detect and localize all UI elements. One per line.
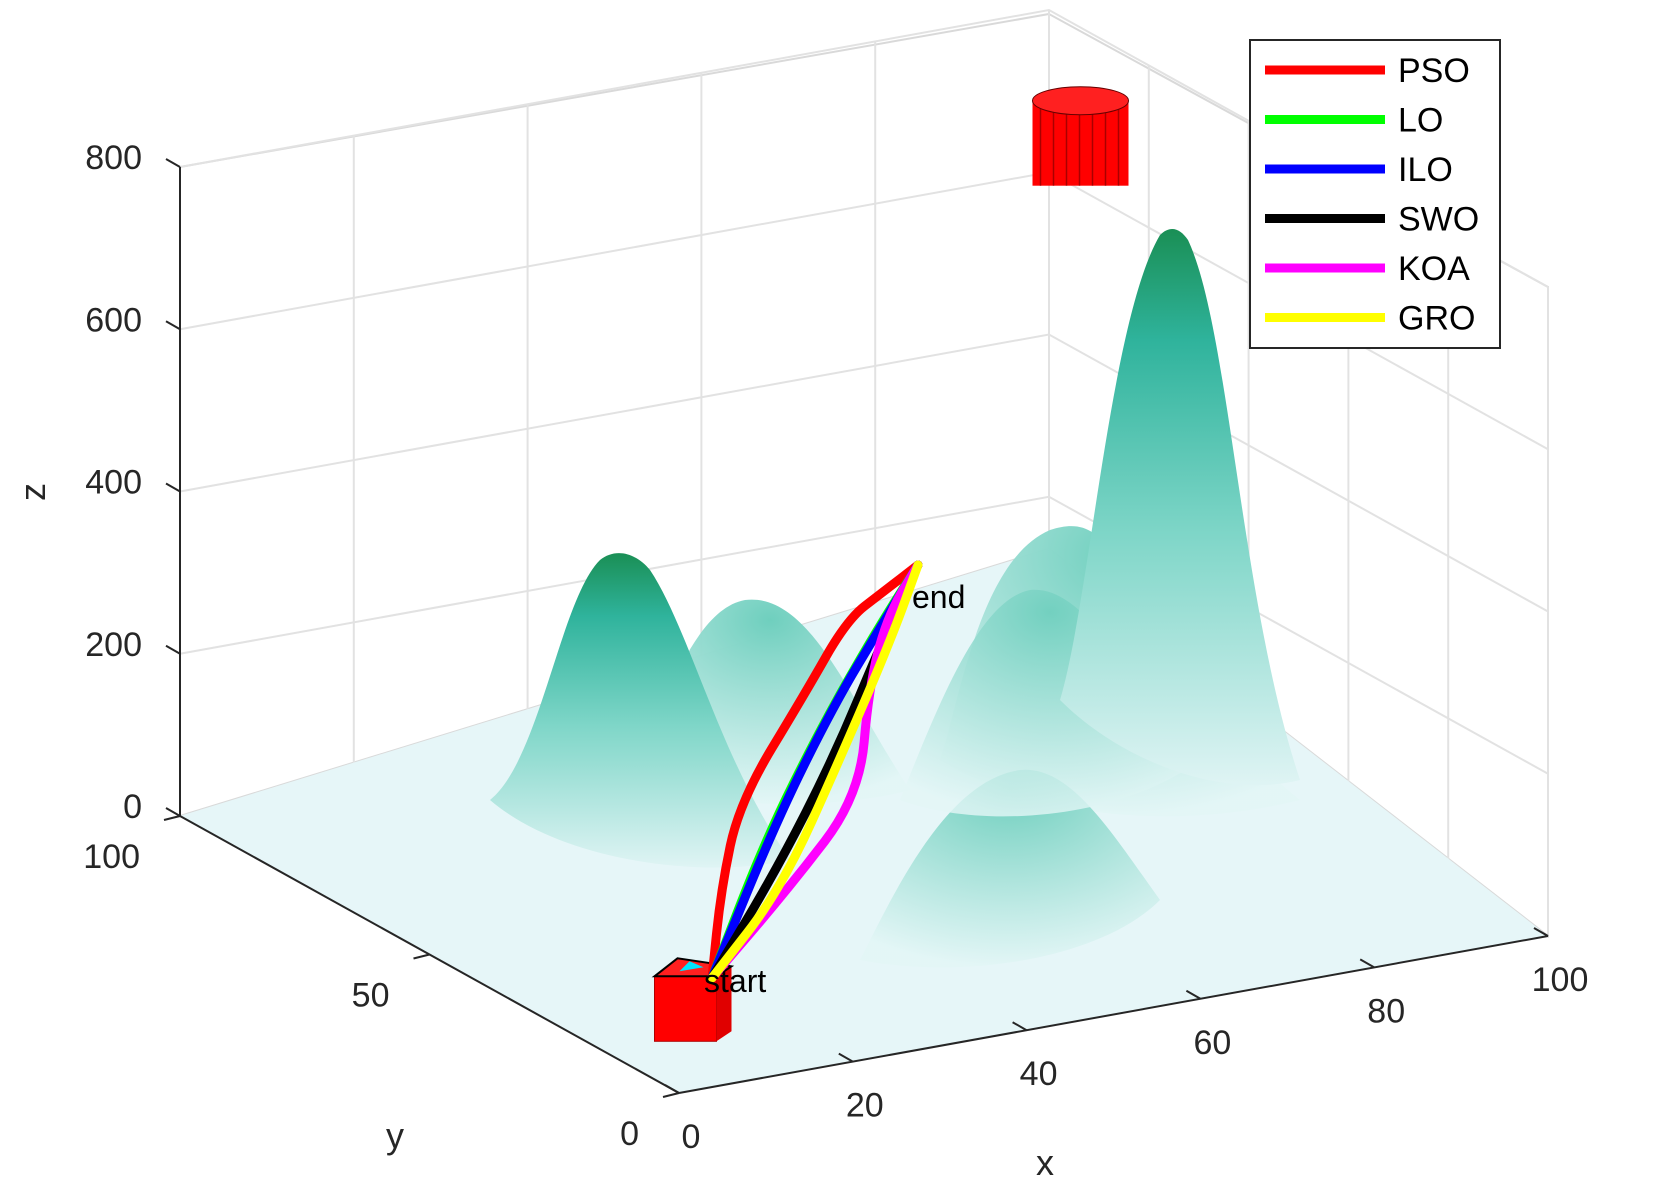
x-tick-label: 60 bbox=[1193, 1024, 1231, 1062]
z-axis-title: z bbox=[12, 483, 53, 501]
series-path-pso bbox=[707, 560, 923, 983]
x-tick-label: 100 bbox=[1532, 961, 1589, 999]
x-tick-label: 40 bbox=[1020, 1055, 1058, 1093]
x-tick bbox=[1359, 958, 1375, 969]
start-label: start bbox=[704, 963, 766, 999]
z-tick-label: 600 bbox=[85, 301, 142, 339]
x-tick bbox=[1185, 989, 1201, 1000]
x-tick-label: 80 bbox=[1367, 992, 1405, 1030]
y-tick-label: 100 bbox=[83, 838, 140, 876]
terrain-peak-left bbox=[490, 553, 790, 868]
legend-label-lo: LO bbox=[1398, 102, 1443, 140]
x-tick-label: 0 bbox=[682, 1118, 701, 1156]
y-tick-label: 50 bbox=[352, 977, 390, 1015]
z-tick-label: 0 bbox=[123, 788, 142, 826]
x-tick bbox=[1533, 927, 1549, 937]
start-box-front bbox=[654, 975, 717, 1042]
terrain-peak-tall bbox=[1060, 228, 1300, 786]
z-tick bbox=[165, 807, 181, 817]
x-tick-label: 20 bbox=[846, 1087, 884, 1125]
z-tick bbox=[165, 320, 181, 331]
markers bbox=[651, 86, 1129, 1042]
x-axis-line bbox=[678, 935, 1549, 1094]
legend-label-pso: PSO bbox=[1398, 52, 1470, 90]
terrain-mound-mid bbox=[900, 589, 1200, 817]
axis-ticks: 0 20 40 60 80 100 0 50 100 0 200 400 600 800 bbox=[83, 139, 1588, 1156]
series-path-ilo bbox=[707, 560, 923, 983]
end-cylinder-top bbox=[1032, 86, 1129, 116]
legend-label-swo: SWO bbox=[1398, 201, 1479, 239]
start-box-side bbox=[716, 966, 732, 1042]
z-tick-label: 400 bbox=[85, 464, 142, 502]
z-tick-label: 200 bbox=[85, 626, 142, 664]
terrain-mound-front bbox=[860, 769, 1160, 968]
legend-label-gro: GRO bbox=[1398, 300, 1475, 338]
z-tick bbox=[165, 158, 181, 168]
y-tick bbox=[413, 953, 430, 960]
legend-label-koa: KOA bbox=[1398, 250, 1470, 288]
x-tick bbox=[664, 1084, 680, 1094]
start-point bbox=[679, 961, 704, 972]
series-paths bbox=[707, 560, 923, 983]
y-axis-title: y bbox=[386, 1115, 404, 1156]
y-tick-label: 0 bbox=[620, 1115, 639, 1153]
series-path-gro bbox=[707, 560, 923, 983]
legend: PSO LO ILO SWO KOA GRO bbox=[1249, 39, 1501, 349]
end-marker bbox=[1032, 86, 1129, 186]
marker-labels: start end bbox=[704, 579, 965, 999]
x-tick bbox=[838, 1052, 854, 1063]
legend-label-ilo: ILO bbox=[1398, 151, 1453, 189]
y-tick bbox=[662, 1092, 680, 1098]
z-tick-label: 800 bbox=[85, 139, 142, 177]
y-tick bbox=[163, 815, 181, 821]
z-tick bbox=[165, 482, 181, 493]
legend-box bbox=[1249, 39, 1501, 349]
end-label: end bbox=[912, 579, 965, 615]
z-tick bbox=[165, 644, 181, 655]
x-axis-title: x bbox=[1036, 1142, 1054, 1183]
x-tick bbox=[1012, 1021, 1028, 1032]
